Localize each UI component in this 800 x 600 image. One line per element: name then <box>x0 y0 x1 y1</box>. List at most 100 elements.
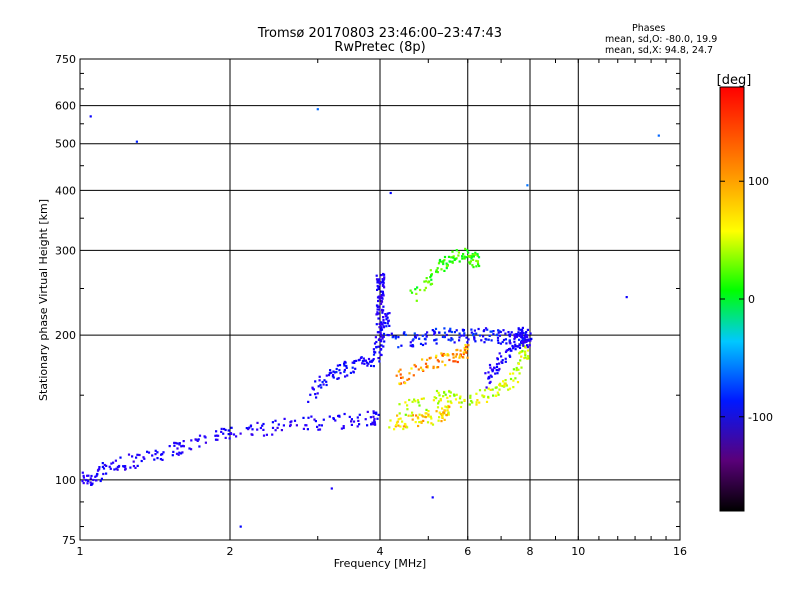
scatter-point <box>518 338 521 341</box>
scatter-point <box>372 353 376 356</box>
scatter-point <box>198 445 201 448</box>
scatter-point <box>424 333 427 336</box>
scatter-point <box>387 334 390 337</box>
scatter-point <box>377 295 380 298</box>
scatter-point <box>124 465 127 468</box>
scatter-point <box>498 334 501 337</box>
colorbar-tick-label: 100 <box>748 175 769 188</box>
scatter-point <box>177 453 180 456</box>
scatter-point <box>340 427 343 430</box>
scatter-point <box>343 368 346 372</box>
scatter-point <box>415 292 418 295</box>
scatter-point <box>180 452 183 455</box>
scatter-point <box>350 418 353 421</box>
scatter-point <box>256 421 259 424</box>
scatter-point <box>342 425 345 428</box>
scatter-point <box>401 376 404 379</box>
scatter-point <box>289 421 292 424</box>
scatter-point <box>389 191 392 195</box>
scatter-point <box>190 448 193 451</box>
scatter-point <box>475 403 478 406</box>
scatter-point <box>151 454 154 457</box>
scatter-point <box>490 368 493 371</box>
scatter-point <box>325 380 328 383</box>
scatter-point <box>427 415 430 418</box>
scatter-point <box>124 468 127 471</box>
scatter-point <box>135 140 138 143</box>
scatter-point <box>526 328 529 331</box>
scatter-point <box>493 366 496 370</box>
scatter-point <box>448 405 451 408</box>
scatter-point <box>454 398 458 401</box>
scatter-point <box>499 330 502 334</box>
scatter-point <box>382 305 385 308</box>
scatter-point <box>178 443 181 446</box>
scatter-point <box>423 280 426 283</box>
scatter-point <box>436 267 439 270</box>
scatter-point <box>521 349 524 353</box>
scatter-point <box>399 373 402 376</box>
scatter-point <box>352 361 356 364</box>
scatter-point <box>498 330 501 333</box>
scatter-point <box>518 343 521 346</box>
scatter-point <box>239 525 242 528</box>
scatter-point <box>435 342 438 345</box>
scatter-point <box>400 344 403 347</box>
scatter-point <box>380 300 384 303</box>
scatter-point <box>395 421 399 424</box>
scatter-point <box>386 312 389 315</box>
scatter-point <box>432 366 435 370</box>
scatter-point <box>474 340 477 343</box>
scatter-point <box>310 415 313 418</box>
scatter-point <box>522 338 525 341</box>
scatter-point <box>432 365 435 368</box>
scatter-point <box>529 339 532 342</box>
scatter-point <box>373 420 376 423</box>
scatter-point <box>420 397 423 400</box>
scatter-point <box>382 321 385 324</box>
scatter-point <box>315 396 318 399</box>
scatter-point <box>276 426 279 429</box>
scatter-point <box>508 387 512 390</box>
scatter-point <box>509 349 512 352</box>
scatter-point <box>422 419 425 422</box>
scatter-point <box>198 434 202 437</box>
scatter-point <box>516 381 520 384</box>
scatter-point <box>488 363 492 367</box>
scatter-point <box>402 425 405 428</box>
scatter-point <box>393 428 396 431</box>
scatter-point <box>527 339 530 342</box>
scatter-point <box>190 439 193 442</box>
scatter-point <box>505 342 508 345</box>
scatter-point <box>413 363 416 367</box>
scatter-point <box>408 398 411 402</box>
scatter-point <box>429 276 432 279</box>
y-axis-ticks: 75 100 200 300 400 500 600 750 <box>55 53 680 547</box>
scatter-point <box>313 418 316 421</box>
scatter-point <box>436 271 439 274</box>
scatter-point <box>379 353 382 356</box>
scatter-point <box>215 434 218 437</box>
scatter-point <box>382 345 385 348</box>
colorbar-tick-label: -100 <box>748 411 773 424</box>
scatter-point <box>443 327 446 330</box>
scatter-point <box>414 365 417 368</box>
scatter-point <box>345 366 348 369</box>
scatter-point <box>343 412 346 416</box>
scatter-point <box>421 415 425 418</box>
scatter-point <box>328 372 331 375</box>
scatter-point <box>439 398 442 401</box>
scatter-point <box>376 281 379 284</box>
scatter-point <box>262 428 265 431</box>
scatter-point <box>520 355 523 358</box>
scatter-point <box>442 411 445 414</box>
scatter-point <box>441 407 444 410</box>
scatter-point <box>494 372 497 375</box>
scatter-point <box>349 371 352 374</box>
scatter-point <box>377 287 380 290</box>
scatter-point <box>404 413 407 416</box>
phase-stats-o-mode: mean, sd,O: -80.0, 19.9 <box>605 34 718 45</box>
scatter-point <box>473 338 476 341</box>
